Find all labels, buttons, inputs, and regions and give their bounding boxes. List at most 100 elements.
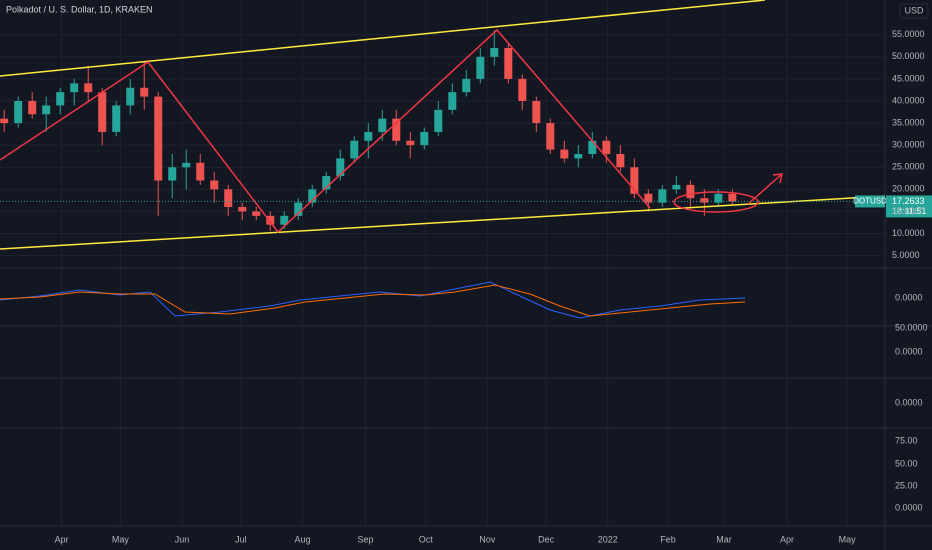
- candle-body: [224, 189, 233, 208]
- candle-body: [336, 158, 345, 177]
- candle-body: [84, 83, 93, 93]
- candle-body: [112, 105, 121, 132]
- y-tick-label: 10.0000: [892, 228, 925, 238]
- candle-body: [518, 78, 527, 102]
- candle-body: [56, 92, 65, 106]
- candle-body: [434, 109, 443, 132]
- candle-body: [616, 154, 625, 168]
- y-tick-label: 35.0000: [892, 117, 925, 127]
- candle-body: [0, 118, 9, 124]
- x-tick-label: Mar: [716, 534, 732, 544]
- pane-tick-label: 25.00: [895, 480, 918, 490]
- pane-tick-label: 0.0000: [895, 502, 923, 512]
- candle-body: [448, 92, 457, 110]
- candle-body: [560, 149, 569, 159]
- y-tick-label: 45.0000: [892, 73, 925, 83]
- x-tick-label: Feb: [660, 534, 676, 544]
- candle-body: [14, 101, 23, 124]
- candle-body: [406, 140, 415, 146]
- candle-body: [308, 189, 317, 203]
- x-tick-label: Jun: [175, 534, 190, 544]
- trend-drawings: [0, 0, 886, 250]
- y-tick-label: 5.0000: [892, 250, 920, 260]
- candle-body: [504, 48, 513, 79]
- pane-tick-label: 0.0000: [895, 397, 923, 407]
- candle-body: [154, 96, 163, 181]
- candle-body: [238, 207, 247, 212]
- candle-body: [686, 184, 695, 199]
- candle-body: [98, 92, 107, 132]
- last-price-tag: DOTUSD 17.2633 18:11:51: [853, 195, 932, 218]
- pane-tick-label: 50.00: [895, 458, 918, 468]
- y-tick-label: 50.0000: [892, 51, 925, 61]
- pane-tick-label: 0.0000: [895, 346, 923, 356]
- candle-body: [700, 198, 709, 203]
- candle-body: [168, 167, 177, 181]
- candle-body: [490, 48, 499, 57]
- candle-body: [392, 118, 401, 141]
- x-tick-label: 2022: [598, 534, 618, 544]
- candle-body: [546, 123, 555, 150]
- symbol-tag: [855, 195, 885, 208]
- grid: [0, 0, 885, 526]
- candle-body: [140, 87, 149, 97]
- chart-title: Polkadot / U. S. Dollar, 1D, KRAKEN: [6, 4, 153, 14]
- macd-indicator: [0, 281, 746, 319]
- candle-body: [630, 167, 639, 194]
- y-tick-label: 40.0000: [892, 95, 925, 105]
- candle-body: [210, 180, 219, 190]
- candle-body: [182, 162, 191, 168]
- y-tick-label: 55.0000: [892, 29, 925, 39]
- x-tick-label: Dec: [538, 534, 555, 544]
- candle-body: [280, 215, 289, 225]
- price-tag: [886, 195, 932, 218]
- candle-body: [252, 211, 261, 216]
- candle-body: [602, 140, 611, 155]
- x-tick-label: May: [112, 534, 130, 544]
- x-tick-label: Jul: [235, 534, 247, 544]
- candle-body: [476, 56, 485, 79]
- candles: [0, 30, 737, 232]
- candle-body: [266, 215, 275, 225]
- x-tick-label: Aug: [294, 534, 310, 544]
- candle-body: [658, 189, 667, 203]
- pane-tick-label: 75.00: [895, 435, 918, 445]
- candle-body: [588, 140, 597, 155]
- lower-pane-labels: 0.0000 50.0000 0.0000 0.0000 75.00 50.00 25.00…: [895, 292, 928, 512]
- candle-body: [364, 131, 373, 141]
- x-tick-label: Sep: [357, 534, 373, 544]
- candle-body: [420, 131, 429, 146]
- candle-body: [42, 105, 51, 115]
- y-tick-label: 30.0000: [892, 140, 925, 150]
- candle-body: [672, 184, 681, 190]
- symbol: DOTUSD: [853, 197, 887, 206]
- candle-body: [294, 202, 303, 216]
- candle-body: [322, 176, 331, 190]
- last-price: 17.2633: [892, 196, 925, 206]
- y-tick-label: 20.0000: [892, 184, 925, 194]
- countdown: 18:11:51: [892, 206, 926, 216]
- x-tick-label: Apr: [55, 534, 69, 544]
- candle-body: [28, 101, 37, 115]
- pane-tick-label: 0.0000: [895, 292, 923, 302]
- candle-body: [644, 193, 653, 203]
- currency[interactable]: USD: [904, 5, 924, 15]
- candle-body: [574, 154, 583, 159]
- candle-body: [462, 78, 471, 93]
- candle-body: [728, 193, 737, 202]
- candle-body: [126, 87, 135, 106]
- candle-body: [350, 140, 359, 159]
- candle-body: [532, 101, 541, 124]
- candle-body: [378, 118, 387, 132]
- candle-body: [196, 162, 205, 181]
- y-tick-label: 25.0000: [892, 162, 925, 172]
- pane-tick-label: 50.0000: [895, 322, 928, 332]
- currency-button[interactable]: [899, 3, 929, 19]
- x-tick-label: May: [839, 534, 857, 544]
- candle-body: [714, 193, 723, 203]
- x-tick-label: Apr: [780, 534, 794, 544]
- x-tick-label: Nov: [479, 534, 496, 544]
- y-tick-label: 15.0000: [892, 206, 925, 216]
- candle-body: [70, 83, 79, 93]
